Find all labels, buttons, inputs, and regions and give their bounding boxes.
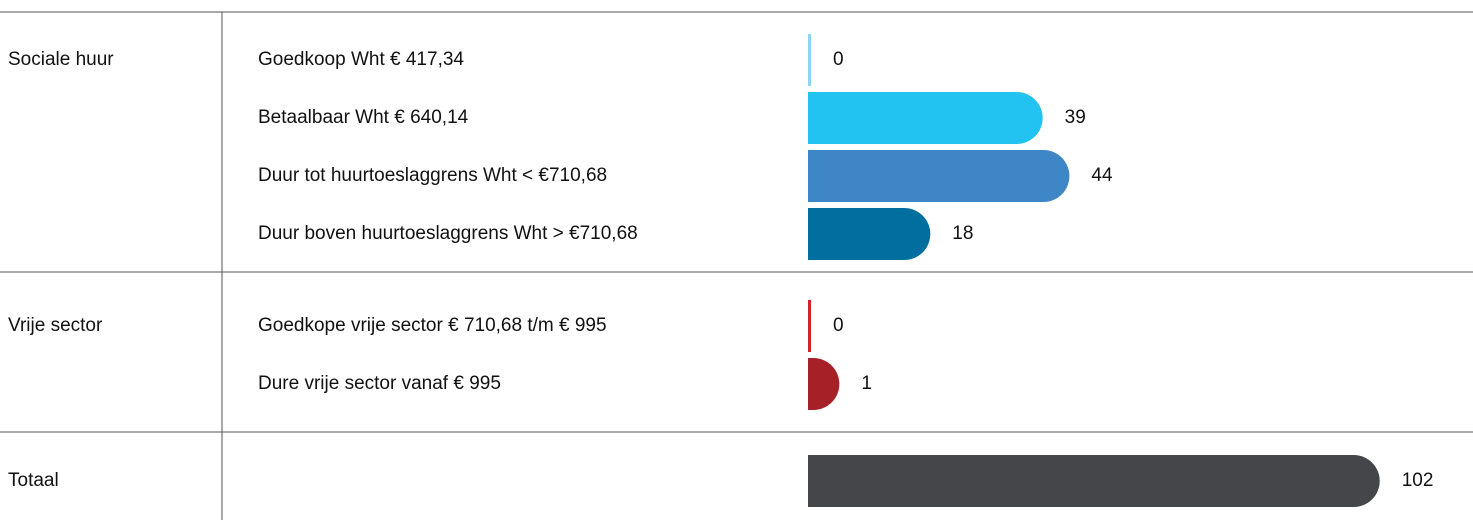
value-label: 102 xyxy=(1402,470,1434,491)
value-label: 39 xyxy=(1065,107,1086,128)
bar xyxy=(808,455,1380,507)
bar xyxy=(808,34,811,86)
value-label: 1 xyxy=(861,373,872,394)
category-label: Goedkope vrije sector € 710,68 t/m € 995 xyxy=(258,315,607,336)
category-label: Duur tot huurtoeslaggrens Wht < €710,68 xyxy=(258,165,607,186)
bar xyxy=(808,300,811,352)
group-label: Vrije sector xyxy=(8,315,103,336)
bar xyxy=(808,150,1070,202)
category-label: Goedkoop Wht € 417,34 xyxy=(258,49,464,70)
bar xyxy=(808,208,931,260)
total-label: Totaal xyxy=(8,470,59,491)
bar xyxy=(808,92,1043,144)
category-label: Dure vrije sector vanaf € 995 xyxy=(258,373,501,394)
category-label: Betaalbaar Wht € 640,14 xyxy=(258,107,469,128)
bar xyxy=(808,358,840,410)
category-label: Duur boven huurtoeslaggrens Wht > €710,6… xyxy=(258,223,638,244)
group-label: Sociale huur xyxy=(8,49,114,70)
value-label: 0 xyxy=(833,315,844,336)
value-label: 18 xyxy=(952,223,973,244)
value-label: 0 xyxy=(833,49,844,70)
value-label: 44 xyxy=(1091,165,1113,186)
